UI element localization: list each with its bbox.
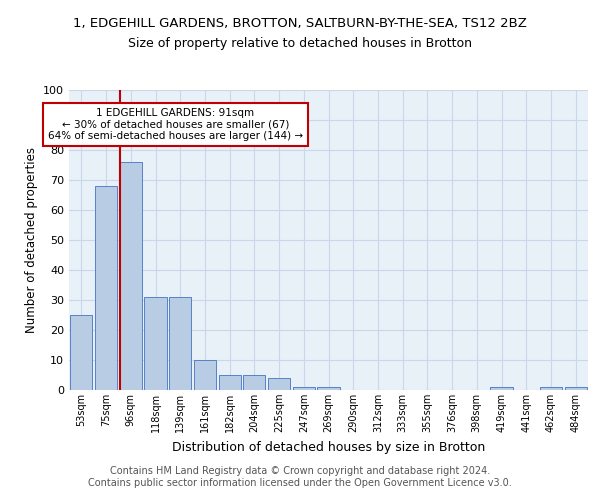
Bar [565,387,587,390]
Bar [169,297,191,390]
Bar [119,162,142,390]
Text: Size of property relative to detached houses in Brotton: Size of property relative to detached ho… [128,38,472,51]
Text: 1, EDGEHILL GARDENS, BROTTON, SALTBURN-BY-THE-SEA, TS12 2BZ: 1, EDGEHILL GARDENS, BROTTON, SALTBURN-B… [73,18,527,30]
Bar [540,387,562,390]
Bar [268,378,290,390]
Bar [293,387,315,390]
Bar [243,375,265,390]
Y-axis label: Number of detached properties: Number of detached properties [25,147,38,333]
Bar [145,297,167,390]
Text: Contains HM Land Registry data © Crown copyright and database right 2024.
Contai: Contains HM Land Registry data © Crown c… [88,466,512,487]
Bar [218,375,241,390]
X-axis label: Distribution of detached houses by size in Brotton: Distribution of detached houses by size … [172,440,485,454]
Bar [317,387,340,390]
Text: 1 EDGEHILL GARDENS: 91sqm
← 30% of detached houses are smaller (67)
64% of semi-: 1 EDGEHILL GARDENS: 91sqm ← 30% of detac… [48,108,303,141]
Bar [194,360,216,390]
Bar [70,315,92,390]
Bar [490,387,512,390]
Bar [95,186,117,390]
